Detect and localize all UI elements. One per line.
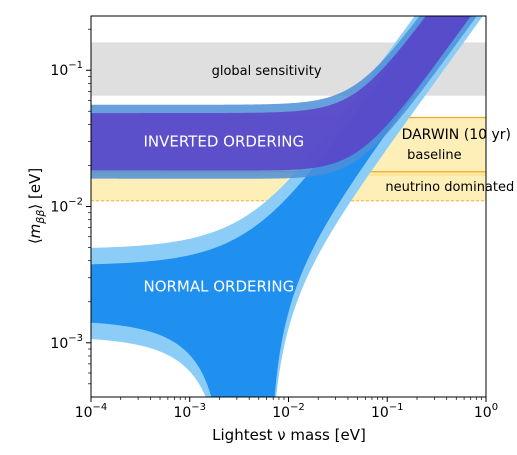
x-tick-label: 10−2 <box>272 402 305 421</box>
x-tick-label: 100 <box>474 402 498 421</box>
ticks-layer: 10−4 10−3 10−2 10−1 100 10−3 10−2 10−1 <box>50 28 498 421</box>
x-axis-label: Lightest ν mass [eV] <box>212 426 366 444</box>
annotation-no: NORMAL ORDERING <box>143 277 294 295</box>
x-tick-label: 10−1 <box>371 402 404 421</box>
x-tick-label: 10−4 <box>75 402 108 421</box>
annotation-io: INVERTED ORDERING <box>143 133 304 151</box>
y-tick-label: 10−1 <box>50 60 83 79</box>
inverted-ordering-inner <box>91 16 471 171</box>
y-tick-label: 10−2 <box>50 197 83 216</box>
annotation-darwin: DARWIN (10 yr) <box>402 127 511 143</box>
regions-layer <box>91 16 483 397</box>
y-tick-label: 10−3 <box>50 333 83 352</box>
annotation-baseline: baseline <box>407 148 461 163</box>
annotations-layer: DARWIN (10 yr) baseline neutrino dominated… <box>143 64 514 296</box>
y-axis-label: ⟨mββ⟩ [eV] <box>26 168 47 244</box>
annotation-nudom: neutrino dominated <box>385 180 514 195</box>
annotation-global: global sensitivity <box>212 64 322 79</box>
x-tick-label: 10−3 <box>173 402 206 421</box>
